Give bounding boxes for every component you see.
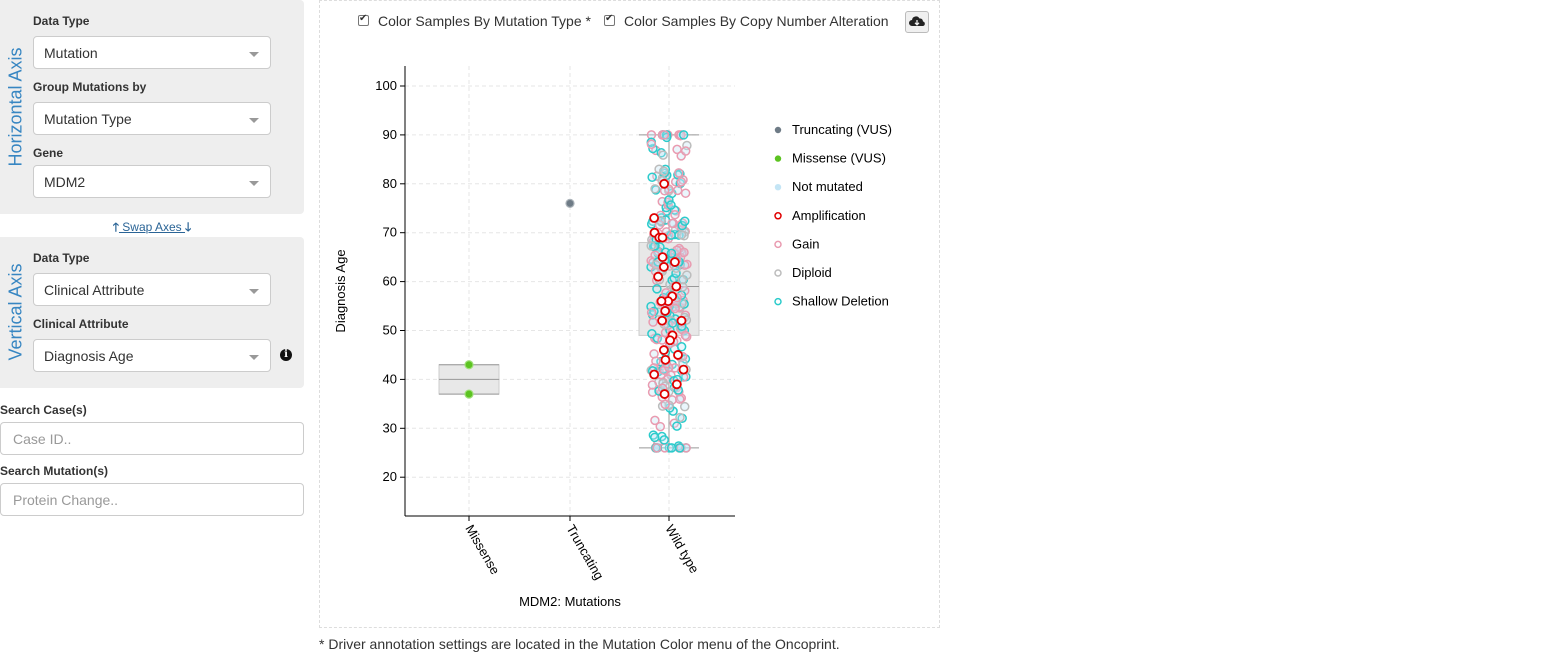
chevron-down-icon [249,289,259,294]
chevron-down-icon [249,181,259,186]
h-data-type-label: Data Type [33,14,90,28]
cloud-download-icon [909,16,925,26]
color-by-mutation-label: Color Samples By Mutation Type * [378,13,591,29]
group-mutations-label: Group Mutations by [33,80,147,94]
v-data-type-label: Data Type [33,251,90,265]
vertical-axis-title: Vertical Axis [5,263,26,361]
h-data-type-select[interactable]: Mutation [33,36,271,69]
group-mutations-value: Mutation Type [44,111,132,127]
footnote: * Driver annotation settings are located… [319,636,840,652]
vertical-axis-panel: Vertical Axis Data Type Clinical Attribu… [0,237,304,388]
search-cases-label: Search Case(s) [0,403,87,417]
v-data-type-value: Clinical Attribute [44,282,145,298]
h-data-type-value: Mutation [44,45,98,61]
arrow-down-icon: 🡓 [185,220,192,234]
color-by-mutation-checkbox[interactable] [358,13,369,26]
swap-axes-label: Swap Axes [118,220,186,234]
clinical-attribute-select[interactable]: Diagnosis Age [33,339,271,372]
chevron-down-icon [249,355,259,360]
horizontal-axis-panel: Horizontal Axis Data Type Mutation Group… [0,0,304,214]
gene-label: Gene [33,146,64,160]
plot-container [319,0,940,628]
v-data-type-select[interactable]: Clinical Attribute [33,273,271,306]
gene-value: MDM2 [44,174,86,190]
color-by-cna-label: Color Samples By Copy Number Alteration [624,13,889,29]
info-icon[interactable]: i [280,349,292,361]
search-mutations-input[interactable] [0,483,304,516]
group-mutations-select[interactable]: Mutation Type [33,102,271,135]
clinical-attribute-label: Clinical Attribute [33,317,129,331]
download-button[interactable] [905,11,929,33]
horizontal-axis-title: Horizontal Axis [5,47,26,167]
search-mutations-label: Search Mutation(s) [0,464,109,478]
clinical-attribute-value: Diagnosis Age [44,348,134,364]
gene-select[interactable]: MDM2 [33,165,271,198]
chevron-down-icon [249,52,259,57]
chevron-down-icon [249,118,259,123]
arrow-up-icon: 🡑 [112,220,119,234]
swap-axes-link[interactable]: 🡑 Swap Axes 🡓 [0,218,304,239]
color-by-cna-checkbox[interactable] [604,13,615,26]
search-cases-input[interactable] [0,422,304,455]
